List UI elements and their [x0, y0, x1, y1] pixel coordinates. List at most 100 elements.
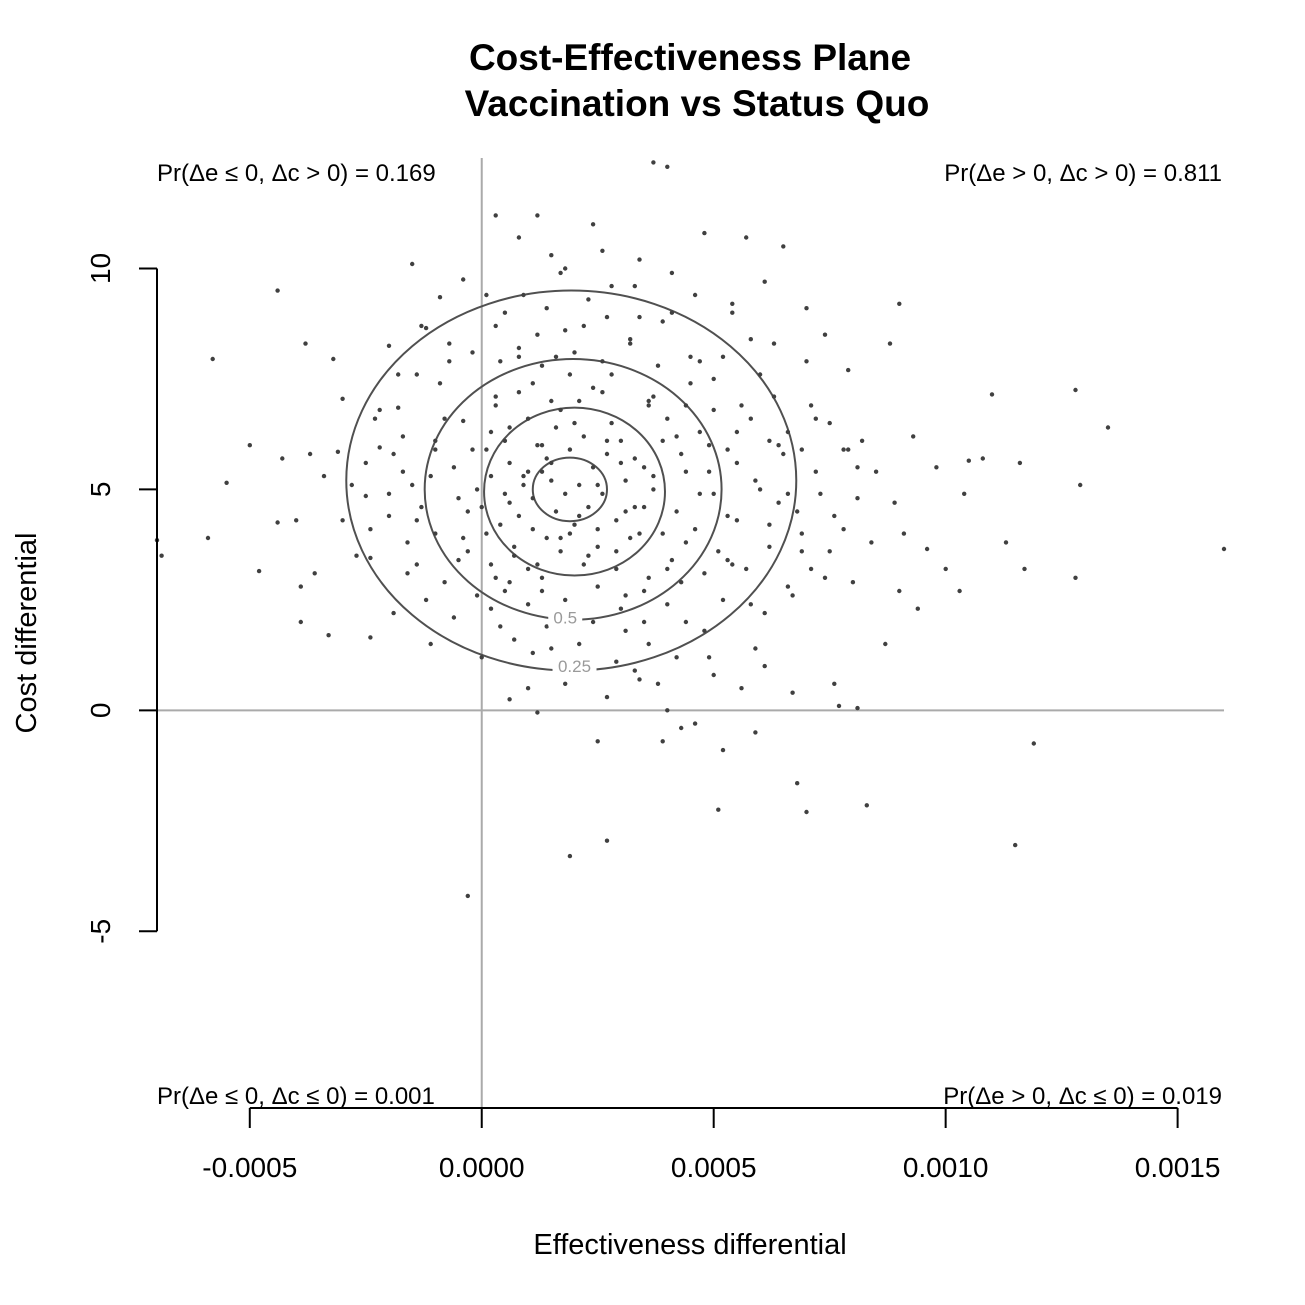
scatter-point: [716, 549, 721, 554]
scatter-point: [433, 447, 438, 452]
scatter-point: [600, 390, 605, 395]
scatter-point: [628, 535, 633, 541]
scatter-point: [762, 663, 767, 669]
scatter-point: [632, 456, 637, 461]
scatter-point: [623, 593, 628, 598]
scatter-point: [275, 288, 280, 293]
scatter-point: [530, 650, 535, 656]
scatter-point: [734, 460, 740, 466]
scatter-point: [447, 359, 452, 364]
scatter-point: [335, 449, 341, 454]
scatter-point: [827, 420, 832, 426]
scatter-point: [354, 553, 359, 558]
scatter-point: [887, 341, 893, 346]
scatter-point: [572, 522, 577, 527]
contour-label-0.5: 0.5: [553, 609, 577, 628]
scatter-point: [646, 575, 651, 580]
scatter-point: [400, 469, 406, 474]
scatter-point: [651, 160, 656, 165]
scatter-point: [915, 606, 920, 611]
scatter-point: [539, 588, 545, 594]
scatter-point: [669, 270, 675, 276]
scatter-point: [614, 566, 619, 572]
scatter-point: [544, 535, 549, 541]
scatter-point: [414, 372, 419, 377]
scatter-point: [683, 619, 689, 625]
scatter-point: [688, 354, 693, 359]
x-tick-label: 0.0000: [439, 1152, 525, 1183]
scatter-point: [549, 478, 554, 483]
scatter-point: [897, 301, 902, 306]
scatter-point: [595, 482, 600, 488]
scatter-point: [488, 429, 494, 435]
scatter-point: [595, 584, 600, 589]
scatter-point: [1073, 387, 1078, 393]
scatter-point: [498, 359, 503, 364]
scatter-point: [558, 535, 563, 541]
scatter-point: [535, 332, 540, 337]
scatter-point: [577, 398, 582, 404]
scatter-point: [855, 705, 860, 711]
scatter-point: [632, 668, 637, 673]
scatter-point: [507, 500, 512, 505]
scatter-point: [748, 416, 753, 421]
scatter-point: [799, 531, 804, 536]
scatter-point: [989, 392, 995, 397]
scatter-point: [1078, 482, 1083, 488]
scatter-point: [349, 482, 354, 488]
scatter-point: [303, 341, 308, 346]
scatter-point: [307, 451, 313, 457]
scatter-point: [567, 372, 573, 377]
scatter-point: [563, 266, 568, 271]
scatter-point: [600, 248, 605, 253]
scatter-point: [479, 655, 484, 660]
scatter-point: [377, 407, 382, 413]
scatter-point: [590, 465, 596, 470]
scatter-point: [855, 465, 860, 470]
scatter-point: [493, 403, 498, 408]
scatter-point: [901, 531, 907, 536]
scatter-point: [581, 562, 586, 567]
scatter-point: [734, 429, 740, 435]
scatter-point: [405, 571, 410, 576]
quadrant-expr-bottom-right: Pr(Δe > 0, Δc ≤ 0): [943, 1083, 1134, 1110]
scatter-point: [488, 562, 494, 567]
scatter-point: [451, 465, 457, 470]
scatter-point: [827, 549, 832, 554]
scatter-point: [683, 403, 689, 408]
scatter-point: [442, 416, 447, 421]
scatter-point: [832, 681, 837, 686]
y-tick-label: -5: [85, 919, 116, 944]
scatter-point: [512, 544, 517, 549]
scatter-point: [400, 434, 406, 439]
scatter-point: [669, 310, 675, 315]
quadrant-value-bottom-left: 0.001: [375, 1083, 435, 1110]
scatter-point: [753, 646, 758, 651]
scatter-point: [484, 447, 489, 452]
scatter-point: [665, 566, 670, 572]
scatter-point: [855, 496, 860, 501]
scatter-point: [892, 500, 897, 505]
scatter-point: [539, 469, 545, 474]
scatter-point: [781, 451, 786, 457]
scatter-point: [567, 853, 573, 859]
scatter-point: [641, 619, 647, 625]
scatter-point: [521, 292, 526, 298]
scatter-point: [697, 491, 702, 496]
scatter-point: [581, 323, 586, 329]
scatter-point: [924, 546, 930, 552]
scatter-point: [897, 588, 902, 594]
scatter-point: [419, 504, 424, 510]
x-axis-label: Effectiveness differential: [533, 1229, 846, 1261]
scatter-point: [706, 469, 712, 474]
scatter-point: [767, 544, 772, 549]
scatter-point: [437, 295, 443, 300]
scatter-point: [247, 443, 252, 448]
scatter-point: [609, 372, 614, 377]
scatter-point: [521, 473, 526, 479]
scatter-point: [651, 487, 656, 492]
scatter-point: [795, 781, 800, 786]
y-axis-label: Cost differential: [11, 533, 43, 734]
scatter-point: [502, 438, 508, 443]
scatter-point: [474, 487, 480, 492]
